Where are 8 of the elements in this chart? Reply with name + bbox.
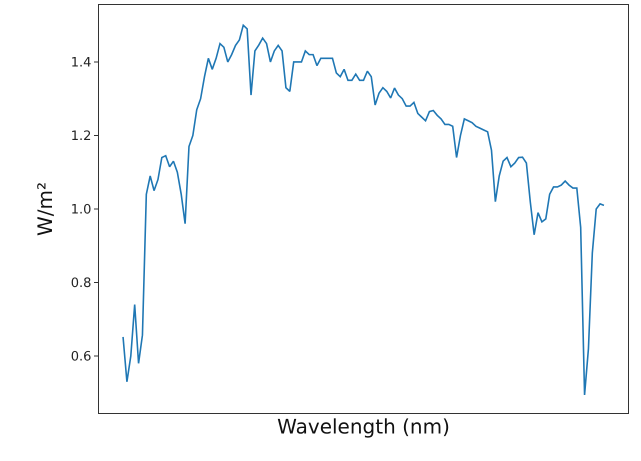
y-tick-label: 1.2	[70, 129, 92, 144]
line-series	[122, 24, 605, 396]
y-tick-label: 1.4	[70, 56, 92, 71]
x-axis-title: Wavelength (nm)	[277, 414, 450, 438]
y-tick-label: 0.6	[70, 350, 92, 365]
y-axis-title: W/m²	[33, 182, 58, 236]
y-tick-label: 1.0	[70, 202, 92, 218]
y-tick-label: 0.8	[70, 276, 92, 292]
